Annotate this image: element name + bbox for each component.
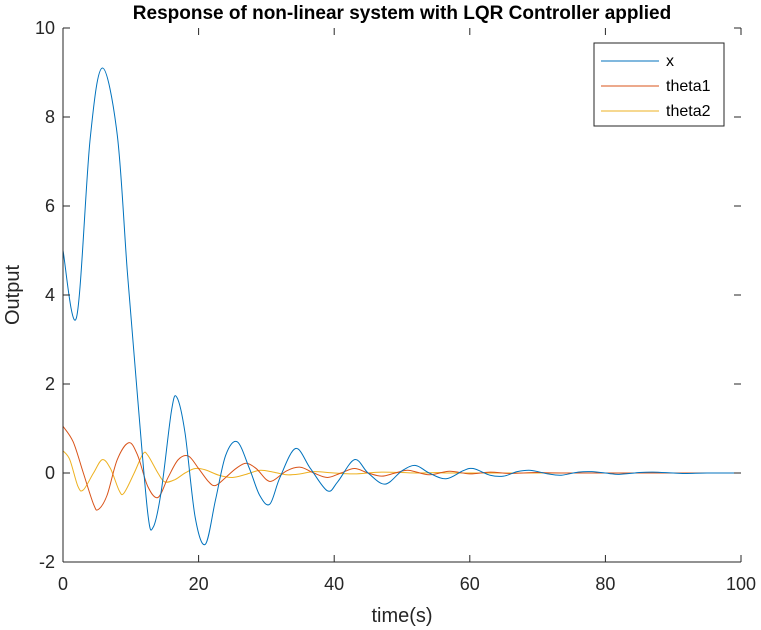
- legend-label-theta1: theta1: [666, 78, 711, 95]
- y-tick-label: -2: [39, 552, 55, 572]
- legend-items: x theta1 theta2: [601, 53, 711, 120]
- y-tick-label: 10: [35, 18, 55, 38]
- y-tick-label: 6: [45, 196, 55, 216]
- y-tick-label: 4: [45, 285, 55, 305]
- legend-label-theta2: theta2: [666, 103, 711, 120]
- x-tick-label: 40: [324, 574, 344, 594]
- y-tick-label: 2: [45, 374, 55, 394]
- x-axis-label: time(s): [371, 605, 432, 627]
- series-layer: [62, 67, 742, 546]
- x-tick-label: 100: [726, 574, 756, 594]
- series-line-x: [62, 67, 742, 546]
- x-tick-label: 20: [189, 574, 209, 594]
- legend: x theta1 theta2: [593, 42, 725, 127]
- x-tick-label: 60: [460, 574, 480, 594]
- chart-title: Response of non-linear system with LQR C…: [133, 3, 671, 24]
- legend-label-x: x: [666, 53, 674, 70]
- series-line-theta1: [62, 425, 742, 511]
- x-axis-ticks: 0 20 40 60 80 100: [58, 28, 756, 594]
- y-tick-label: 0: [45, 463, 55, 483]
- y-axis-ticks: -2 0 2 4 6 8 10: [35, 18, 741, 572]
- x-tick-label: 80: [595, 574, 615, 594]
- series-line-theta2: [62, 450, 742, 496]
- y-axis-label: Output: [2, 265, 24, 325]
- x-tick-label: 0: [58, 574, 68, 594]
- y-tick-label: 8: [45, 107, 55, 127]
- legend-box: [593, 42, 725, 127]
